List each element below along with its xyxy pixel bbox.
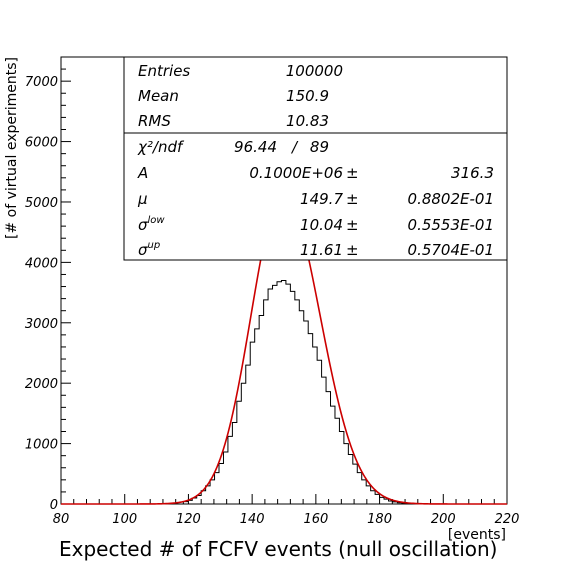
fit-value-mu: 149.7 xyxy=(300,190,343,208)
x-tick-label: 140 xyxy=(240,512,265,527)
fit-pm-sigma-low: ± xyxy=(346,216,359,234)
x-tick-label: 180 xyxy=(367,512,392,527)
y-tick-label: 2000 xyxy=(25,377,58,392)
x-tick-label: 120 xyxy=(176,512,201,527)
fit-label-mu: μ xyxy=(137,190,148,208)
fit-value-ndf: 89 xyxy=(310,138,329,156)
fit-separator-slash: / xyxy=(290,138,299,156)
fit-label-sigma-up: σup xyxy=(138,240,160,259)
x-tick-label: 200 xyxy=(431,512,456,527)
x-axis-unit-label: [events] xyxy=(448,527,506,543)
x-axis-tick-labels: 80 100 120 140 160 180 200 220 xyxy=(53,512,520,527)
x-tick-label: 100 xyxy=(112,512,137,527)
stat-value-rms: 10.83 xyxy=(286,112,329,130)
y-axis-tick-labels: 0 1000 2000 3000 4000 5000 6000 7000 xyxy=(25,75,58,513)
fit-label-sigma-low: σlow xyxy=(138,215,165,234)
y-tick-label: 3000 xyxy=(25,317,58,332)
fit-value-a: 0.1000E+06 xyxy=(249,164,343,182)
fit-label-sigma-up-sup: up xyxy=(148,240,161,251)
stat-value-mean: 150.9 xyxy=(286,87,329,105)
x-tick-label: 160 xyxy=(303,512,328,527)
fit-pm-a: ± xyxy=(346,164,359,182)
stats-box: Entries 100000 Mean 150.9 RMS 10.83 χ²/n… xyxy=(123,56,508,261)
stat-value-entries: 100000 xyxy=(286,62,343,80)
y-tick-label: 0 xyxy=(50,498,58,513)
fit-label-chi2ndf: χ²/ndf xyxy=(137,138,185,156)
fit-error-sigma-low: 0.5553E-01 xyxy=(408,216,494,234)
stat-label-entries: Entries xyxy=(138,62,190,80)
fit-error-a: 316.3 xyxy=(451,164,494,182)
fit-value-sigma-low: 10.04 xyxy=(300,216,343,234)
stats-box-frame xyxy=(123,56,508,261)
y-tick-label: 6000 xyxy=(25,136,58,151)
fit-value-sigma-up: 11.61 xyxy=(300,241,343,259)
x-axis-title: Expected # of FCFV events (null oscillat… xyxy=(59,537,498,561)
y-axis-title: [# of virtual experiments] xyxy=(4,57,20,239)
fit-label-sigma-low-symbol: σ xyxy=(138,216,148,234)
y-tick-label: 7000 xyxy=(25,75,58,90)
y-tick-label: 5000 xyxy=(25,196,58,211)
fit-error-mu: 0.8802E-01 xyxy=(408,190,494,208)
x-tick-label: 220 xyxy=(495,512,520,527)
fit-label-a: A xyxy=(137,164,148,182)
y-tick-label: 4000 xyxy=(25,256,58,271)
fit-label-sigma-up-symbol: σ xyxy=(138,241,148,259)
histogram-series xyxy=(61,280,507,505)
fit-value-chi2: 96.44 xyxy=(234,138,277,156)
x-tick-label: 80 xyxy=(53,512,70,527)
y-tick-label: 1000 xyxy=(25,438,58,453)
fit-error-sigma-up: 0.5704E-01 xyxy=(408,241,494,259)
fit-label-sigma-low-sup: low xyxy=(148,215,166,226)
fit-pm-sigma-up: ± xyxy=(346,241,359,259)
stat-label-rms: RMS xyxy=(138,112,171,130)
stat-label-mean: Mean xyxy=(138,87,179,105)
fit-pm-mu: ± xyxy=(346,190,359,208)
